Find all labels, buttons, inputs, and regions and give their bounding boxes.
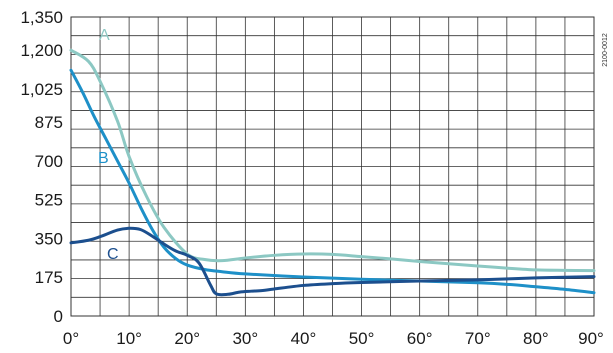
y-tick-label: 875 [35, 113, 63, 132]
y-tick-label: 175 [35, 268, 63, 287]
x-tick-label: 70° [465, 329, 491, 348]
x-tick-label: 40° [291, 329, 317, 348]
x-tick-label: 20° [174, 329, 200, 348]
figure-code-label: 2100-0012 [602, 33, 609, 67]
series-label-a: A [99, 27, 110, 44]
y-tick-label: 0 [54, 307, 63, 326]
series-label-b: B [98, 150, 109, 167]
x-tick-label: 90° [578, 329, 604, 348]
chart-grid [70, 16, 595, 317]
y-tick-label: 1,350 [20, 8, 63, 27]
y-tick-label: 1,200 [20, 41, 63, 60]
y-tick-label: 350 [35, 229, 63, 248]
y-tick-label: 1,025 [20, 80, 63, 99]
series-line-a [69, 48, 596, 273]
series-label-c: C [107, 246, 119, 263]
x-axis-tick-labels: 0° 10° 20° 30° 40° 50° 60° 70° 80° 90° [63, 329, 604, 348]
x-tick-label: 50° [349, 329, 375, 348]
x-tick-label: 80° [523, 329, 549, 348]
x-tick-label: 10° [116, 329, 142, 348]
y-axis-tick-labels: 0 175 350 525 700 875 1,025 1,200 1,350 [20, 8, 63, 326]
x-tick-label: 0° [63, 329, 79, 348]
series-line-b [69, 68, 596, 295]
y-tick-label: 525 [35, 191, 63, 210]
x-tick-label: 60° [407, 329, 433, 348]
y-tick-label: 700 [35, 152, 63, 171]
x-tick-label: 30° [232, 329, 258, 348]
chart-series-layer: A B C [69, 27, 596, 297]
series-line-c [69, 226, 596, 297]
